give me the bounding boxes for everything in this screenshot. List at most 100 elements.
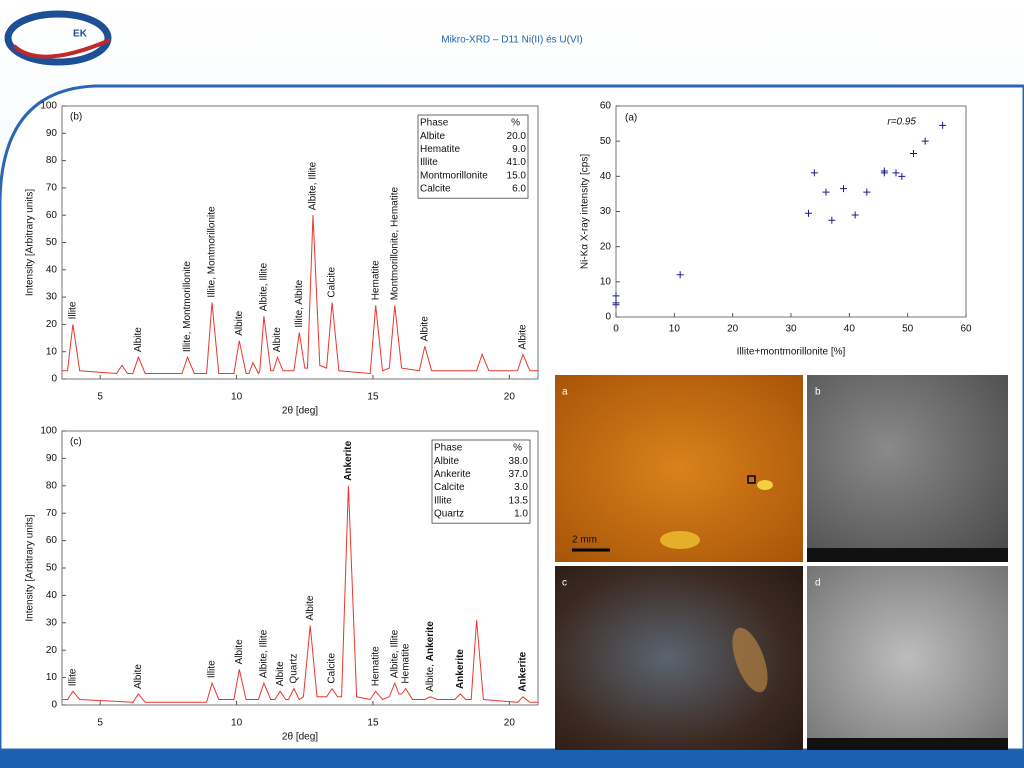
y-tick-label: 50: [600, 136, 612, 147]
peak-label: Quartz: [289, 654, 300, 684]
sem-info-bar: [807, 738, 1008, 750]
scatter-point: [863, 188, 871, 196]
table-header: %: [511, 118, 520, 129]
photos: 2 mm a b c d: [555, 375, 1008, 750]
y-tick-label: 90: [46, 128, 58, 139]
x-axis-label: 2θ [deg]: [282, 732, 318, 743]
peak-label-part: Ankerite: [425, 621, 436, 661]
photo-detail: [757, 480, 773, 490]
y-tick-label: 30: [46, 292, 58, 303]
panel-label: (a): [625, 113, 637, 124]
y-tick-label: 0: [51, 374, 57, 385]
photo-label: a: [562, 387, 568, 398]
peak-label: Ankerite: [455, 649, 466, 689]
phase-table: [431, 439, 531, 524]
scale-bar-label: 2 mm: [572, 535, 597, 546]
logo-text: EK: [73, 29, 88, 40]
table-cell: 41.0: [507, 157, 527, 168]
y-tick-label: 60: [46, 535, 58, 546]
peak-label: Albite: [234, 639, 245, 664]
scatter-point: [939, 121, 947, 129]
y-tick-label: 70: [46, 508, 58, 519]
y-tick-label: 40: [600, 171, 612, 182]
peak-label: Calcite: [327, 267, 338, 298]
x-tick-label: 40: [844, 324, 856, 335]
y-tick-label: 20: [46, 645, 58, 656]
table-cell: Quartz: [434, 509, 464, 520]
x-tick-label: 15: [367, 392, 379, 403]
scatter-point: [880, 167, 888, 175]
x-tick-label: 20: [504, 718, 516, 729]
y-tick-label: 50: [46, 237, 58, 248]
peak-label: Albite: [419, 316, 430, 341]
scatter-point: [612, 301, 620, 309]
scatter-point: [851, 211, 859, 219]
y-tick-label: 10: [46, 672, 58, 683]
peak-label: Ankerite: [343, 440, 354, 480]
peak-label: Calcite: [327, 653, 338, 684]
table-header: Phase: [434, 443, 463, 454]
table-cell: 6.0: [512, 184, 526, 195]
peak-label: Albite, Illite: [258, 262, 269, 311]
photo-label: d: [815, 578, 821, 589]
y-tick-label: 0: [605, 312, 611, 323]
table-cell: Hematite: [420, 144, 460, 155]
y-tick-label: 40: [46, 590, 58, 601]
x-tick-label: 15: [367, 718, 379, 729]
logo: EK: [4, 10, 112, 66]
table-cell: Illite: [434, 495, 452, 506]
scatter-point: [828, 216, 836, 224]
peak-label: Albite: [275, 661, 286, 686]
y-tick-label: 100: [40, 426, 57, 437]
scatter-point: [840, 185, 847, 193]
table-cell: 13.5: [509, 495, 529, 506]
panel-label: (b): [70, 112, 82, 123]
table-cell: Calcite: [420, 184, 451, 195]
x-tick-label: 20: [727, 324, 739, 335]
table-cell: Ankerite: [434, 469, 471, 480]
scatter-point: [822, 188, 830, 196]
scatter-point: [612, 292, 620, 300]
correlation-label: r=0.95: [887, 117, 916, 128]
x-axis-label: Illite+montmorillonite [%]: [737, 347, 846, 358]
scatter-point: [805, 209, 812, 217]
peak-label: Illite, Montmorillonite: [207, 206, 218, 298]
photo: [807, 566, 1008, 750]
spectrum-line: [62, 485, 538, 703]
peak-label: Illite: [207, 660, 218, 678]
scatter-panel: [565, 98, 975, 362]
table-cell: 38.0: [509, 456, 529, 467]
y-axis-label: Intensity [Arbitrary units]: [25, 189, 36, 296]
photo-marker: [747, 475, 756, 484]
x-tick-label: 30: [785, 324, 797, 335]
y-tick-label: 10: [46, 346, 58, 357]
table-cell: Calcite: [434, 482, 465, 493]
peak-label: Hematite: [400, 643, 411, 683]
spectrum-line: [62, 215, 538, 375]
y-axis-label: Ni-Kα X-ray intensity [cps]: [580, 154, 591, 269]
y-tick-label: 50: [46, 563, 58, 574]
table-cell: 9.0: [512, 144, 526, 155]
peak-label: Albite: [133, 664, 144, 689]
peak-label: Hematite: [370, 646, 381, 686]
x-tick-label: 60: [960, 324, 972, 335]
y-tick-label: 30: [46, 617, 58, 628]
table-cell: Montmorillonite: [420, 170, 488, 181]
photo: [555, 375, 803, 562]
scatter-point: [676, 271, 684, 279]
peak-label: Illite, Montmorillonite: [182, 261, 193, 353]
peak-label: Albite, Ankerite: [425, 621, 436, 692]
scatter-point: [810, 169, 818, 177]
peak-label-part: Albite,: [425, 661, 436, 692]
y-tick-label: 60: [46, 210, 58, 221]
y-tick-label: 20: [600, 241, 612, 252]
y-tick-label: 80: [46, 155, 58, 166]
phase-table: [417, 114, 529, 199]
y-tick-label: 60: [600, 101, 612, 112]
peak-label: Albite: [518, 324, 529, 349]
peak-label: Montmorillonite, Hematite: [389, 186, 400, 300]
peak-label: Albite, Illite: [308, 161, 319, 210]
photo-label: b: [815, 387, 821, 398]
x-tick-label: 50: [902, 324, 914, 335]
photo-label: c: [562, 578, 567, 589]
